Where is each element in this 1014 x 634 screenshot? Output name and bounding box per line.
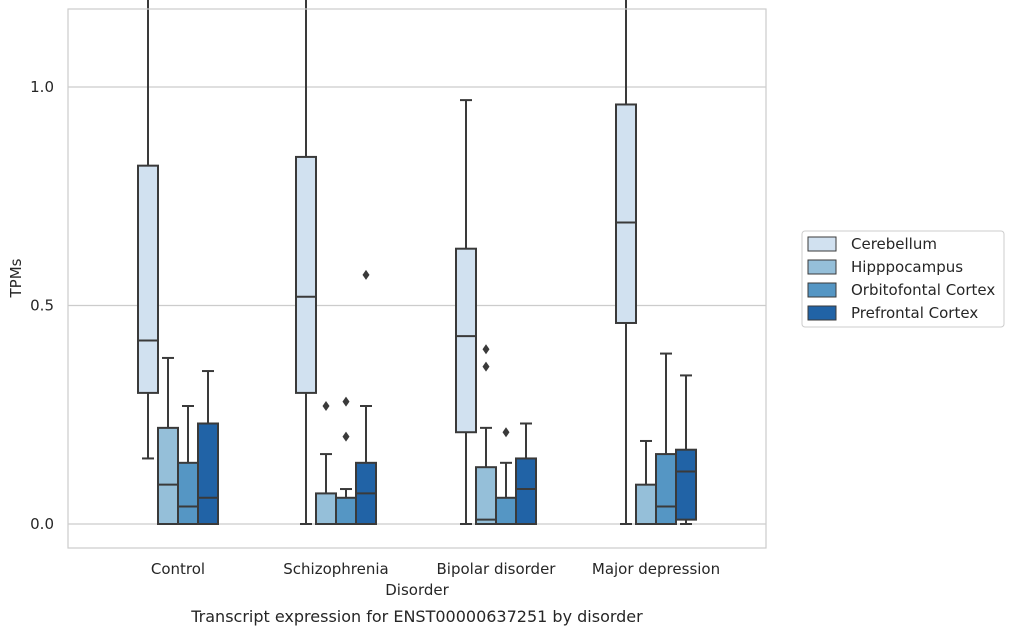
iqr-box: [157, 426, 179, 525]
chart-caption: Transcript expression for ENST0000063725…: [190, 607, 643, 626]
legend-label: Orbitofontal Cortex: [851, 281, 995, 299]
iqr-box: [675, 448, 697, 521]
box-cerebellum: [455, 99, 477, 525]
iqr-box: [137, 164, 159, 394]
box-orbitofontal-cortex: [335, 396, 357, 525]
outlier-point: [322, 401, 330, 412]
legend-label: Prefrontal Cortex: [851, 304, 978, 322]
box-prefrontal-cortex: [515, 422, 537, 526]
x-tick-label: Major depression: [592, 560, 720, 578]
legend-label: Hipppocampus: [851, 258, 963, 276]
legend-swatch: [807, 282, 837, 298]
iqr-box: [515, 457, 537, 526]
legend: Cerebellum Hipppocampus Orbitofontal Corte…: [801, 230, 1005, 328]
box-cerebellum: [295, 0, 317, 525]
box-cerebellum: [615, 0, 637, 525]
iqr-box: [455, 247, 477, 434]
iqr-box: [495, 496, 517, 525]
box-hipppocampus: [475, 344, 497, 526]
iqr-box: [177, 461, 199, 526]
iqr-box: [635, 483, 657, 526]
iqr-box: [655, 453, 677, 525]
x-tick-label: Bipolar disorder: [437, 560, 557, 578]
y-axis-label: TPMs: [7, 258, 25, 298]
y-tick-label: 0.5: [30, 297, 54, 315]
box-prefrontal-cortex: [197, 370, 219, 525]
x-axis-label: Disorder: [385, 581, 449, 599]
legend-label: Cerebellum: [851, 235, 937, 253]
y-tick-label: 1.0: [30, 78, 54, 96]
outlier-point: [482, 344, 490, 355]
outlier-point: [342, 396, 350, 407]
iqr-box: [615, 103, 637, 324]
y-tick-labels: 0.00.51.01.52.0: [30, 78, 54, 533]
box-orbitofontal-cortex: [495, 427, 517, 525]
legend-swatch: [807, 236, 837, 252]
plot-frame: [67, 8, 767, 549]
plot-area: [68, 9, 766, 548]
iqr-box: [197, 422, 219, 525]
legend-swatch: [807, 259, 837, 275]
outlier-point: [502, 427, 510, 438]
outlier-point: [482, 361, 490, 372]
y-tick-label: 0.0: [30, 515, 54, 533]
legend-frame: [801, 230, 1005, 328]
box-orbitofontal-cortex: [177, 405, 199, 526]
iqr-box: [315, 492, 337, 526]
x-tick-label: Control: [151, 560, 205, 578]
iqr-box: [335, 496, 357, 525]
box-cerebellum: [137, 0, 159, 460]
x-tick-label: Schizophrenia: [283, 560, 388, 578]
iqr-box: [475, 466, 497, 526]
iqr-box: [295, 155, 317, 394]
legend-swatch: [807, 305, 837, 321]
outlier-point: [342, 431, 350, 442]
outlier-point: [362, 269, 370, 280]
x-tick-labels: Control Schizophrenia Bipolar disorder Majo…: [151, 560, 720, 578]
box-prefrontal-cortex: [675, 374, 697, 525]
box-prefrontal-cortex: [355, 269, 377, 526]
box-groups: [137, 0, 697, 526]
